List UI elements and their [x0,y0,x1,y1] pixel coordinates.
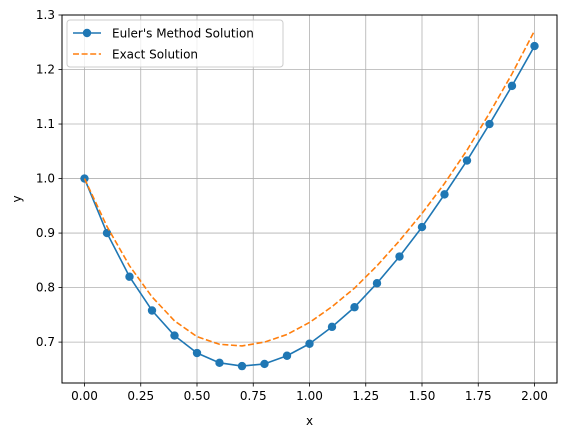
x-tick-label: 1.25 [352,389,379,403]
euler-point [147,306,157,315]
plot-area: 0.00 0.25 0.50 0.75 1.00 1.25 1.50 1.75 2.00 0.7 0… [36,8,558,403]
euler-point [125,272,134,281]
euler-point [80,174,89,183]
legend-exact-label: Exact Solution [112,48,198,62]
x-tick-label: 0.75 [240,389,267,403]
y-tick-label: 1.2 [36,63,55,77]
euler-point [462,156,472,165]
series-layer [80,30,539,371]
legend-euler-label: Euler's Method Solution [112,27,254,41]
x-tick-label: 1.00 [296,389,323,403]
euler-point [485,119,494,129]
legend: Euler's Method Solution Exact Solution [66,19,284,68]
euler-point [440,190,449,199]
y-axis-label: y [10,195,24,202]
euler-point [237,361,247,371]
euler-point [260,359,269,369]
x-tick-label: 0.25 [127,389,154,403]
euler-point [507,81,517,91]
euler-point [417,222,427,232]
euler-point [530,41,539,51]
exact-series-line [83,30,536,347]
x-tick-label: 0.00 [71,389,98,403]
euler-point [192,348,202,358]
euler-point [395,252,404,261]
y-tick-label: 1.0 [36,172,55,186]
legend-euler-marker [82,28,92,38]
euler-point [282,351,292,360]
y-tick-label: 0.9 [36,226,55,240]
euler-point [350,303,359,312]
ticks: 0.00 0.25 0.50 0.75 1.00 1.25 1.50 1.75 2.00 0.7 0… [36,8,548,403]
y-tick-label: 0.8 [36,281,55,295]
euler-point [305,339,314,348]
legend-box [66,19,284,68]
euler-point [215,358,224,368]
y-tick-label: 1.1 [36,117,55,131]
euler-point [372,279,382,288]
x-tick-label: 0.50 [184,389,211,403]
euler-point [102,228,112,238]
y-tick-label: 1.3 [36,8,55,22]
x-axis-label: x [306,414,313,428]
x-tick-label: 2.00 [521,389,548,403]
euler-point [327,322,337,332]
x-tick-label: 1.75 [465,389,492,403]
y-tick-label: 0.7 [36,335,55,349]
euler-point [170,331,179,340]
x-tick-label: 1.50 [409,389,436,403]
